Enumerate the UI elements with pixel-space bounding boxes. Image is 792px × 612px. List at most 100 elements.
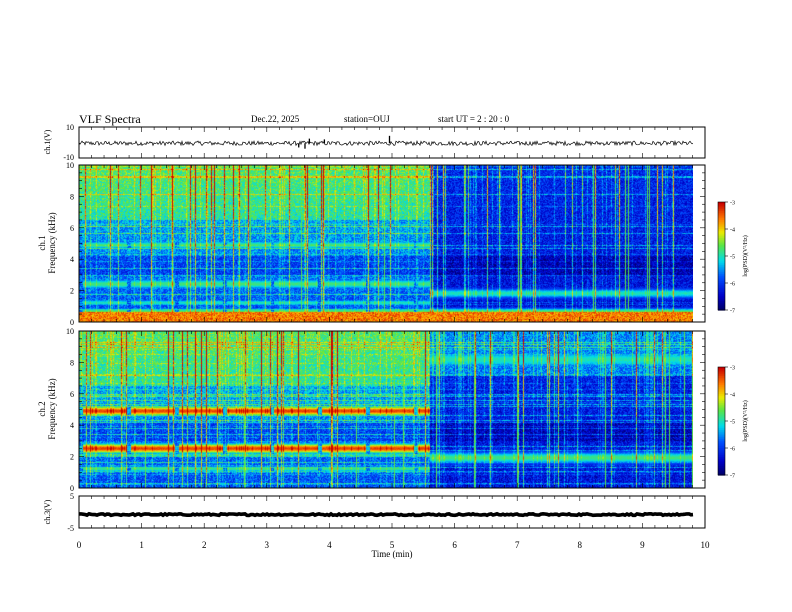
colorbar-cell: [718, 268, 725, 271]
colorbar-cell: [718, 467, 725, 471]
start-time-label: start UT = 2 : 20 : 0: [438, 114, 510, 124]
chart-title: VLF Spectra: [79, 112, 141, 126]
ch2-spectrogram-image: [79, 331, 693, 488]
colorbar-cell: [718, 381, 725, 384]
colorbar-cell: [718, 236, 725, 239]
colorbar-tick-label: -7: [730, 309, 735, 315]
colorbar-cell: [718, 431, 725, 435]
colorbar-cell: [718, 223, 725, 226]
colorbar-tick-label: -3: [730, 201, 735, 207]
colorbar-cell: [718, 392, 725, 395]
ch1-colorbar: -3 -4 -5 -6 -7 log(PSD)(V²/Hz): [717, 201, 749, 315]
colorbar-cell: [718, 212, 725, 216]
colorbar-cell: [718, 214, 725, 217]
colorbar-cell: [718, 207, 725, 210]
ch1-spec-label: ch.1: [37, 235, 47, 250]
colorbar-cell: [718, 304, 725, 307]
colorbar-cell: [718, 205, 725, 208]
colorbar-cell: [718, 290, 725, 293]
colorbar-cell: [718, 284, 725, 288]
colorbar-cell: [718, 281, 725, 284]
colorbar-cell: [718, 372, 725, 375]
colorbar-cell: [718, 385, 725, 388]
colorbar-cell: [718, 247, 725, 250]
ch1-ylabel: ch.1(V): [43, 129, 52, 154]
colorbar-cell: [718, 275, 725, 279]
colorbar-cell: [718, 408, 725, 411]
time-axis-label: Time (min): [372, 549, 413, 559]
colorbar-cell: [718, 403, 725, 406]
ch1-freq-axis-label: Frequency (kHz): [47, 212, 57, 273]
colorbar-cell: [718, 203, 725, 207]
colorbar-tick-label: -5: [730, 420, 735, 426]
colorbar-cell: [718, 374, 725, 377]
colorbar-tick-label: -4: [730, 393, 735, 399]
colorbar-cell: [718, 473, 725, 476]
ch1-spec-xticks: [78, 165, 706, 322]
colorbar-cell: [718, 221, 725, 225]
colorbar-cell: [718, 279, 725, 282]
freq-tick-label: 8: [70, 192, 74, 201]
colorbar-cell: [718, 368, 725, 372]
ch2-colorbar: -3 -4 -5 -6 -7 log(PSD)(V²/Hz): [717, 366, 749, 480]
freq-tick-label: 6: [70, 390, 74, 399]
colorbar-cell: [718, 229, 725, 232]
colorbar-cell: [718, 232, 725, 235]
colorbar-cell: [718, 270, 725, 273]
ch1-freq-ticks: 0 2 4 6 8 10: [66, 161, 705, 327]
ch1-ytick-top: 10: [66, 123, 74, 132]
colorbar-cell: [718, 449, 725, 453]
colorbar-cell: [718, 448, 725, 451]
colorbar-cell: [718, 462, 725, 465]
colorbar-cell: [718, 286, 725, 289]
colorbar-cell: [718, 299, 725, 302]
time-axis-tick-labels: 0 1 2 3 4 5 6 7 8 9 10: [77, 540, 710, 550]
colorbar-cell: [718, 439, 725, 442]
ch2-spec-label: ch.2: [37, 401, 47, 416]
colorbar-cell: [718, 202, 725, 205]
colorbar-cell: [718, 274, 725, 277]
colorbar-cell: [718, 430, 725, 433]
colorbar-cell: [718, 428, 725, 431]
colorbar-cell: [718, 440, 725, 444]
freq-tick-label: 6: [70, 224, 74, 233]
freq-tick-label: 0: [70, 484, 74, 493]
colorbar-cell: [718, 218, 725, 221]
colorbar-cell: [718, 301, 725, 304]
colorbar-cell: [718, 457, 725, 460]
colorbar-cell: [718, 266, 725, 270]
colorbar-cell: [718, 283, 725, 286]
station-label: station=OUJ: [344, 114, 390, 124]
ch3-waveform-line: [79, 511, 694, 518]
colorbar-cell: [718, 293, 725, 297]
colorbar-cell: [718, 379, 725, 382]
colorbar-cell: [718, 415, 725, 418]
colorbar-cell: [718, 460, 725, 463]
ch2-freq-ticks: 0 2 4 6 8 10: [66, 327, 705, 493]
colorbar-cell: [718, 241, 725, 244]
colorbar-cell: [718, 230, 725, 234]
ch3-xticks: [78, 496, 706, 528]
colorbar-cell: [718, 433, 725, 436]
colorbar-cell: [718, 390, 725, 393]
ch2-spectrogram-panel: 0 2 4 6 8 10 ch.2 Frequency (kHz) -3 -4 -5 -6 -7 l…: [37, 327, 749, 493]
colorbar-cell: [718, 469, 725, 472]
colorbar-cell: [718, 306, 725, 309]
ch1-waveform-panel: 10 -10 ch.1(V): [43, 123, 706, 162]
colorbar-cell: [718, 458, 725, 462]
colorbar-cell: [718, 295, 725, 298]
colorbar-cell: [718, 466, 725, 469]
colorbar-cell: [718, 417, 725, 420]
colorbar-cell: [718, 220, 725, 223]
colorbar-cell: [718, 412, 725, 415]
ch2-spec-xticks: [78, 331, 706, 488]
time-tick-label: 8: [578, 540, 583, 550]
ch1-spectrogram-panel: 0 2 4 6 8 10 ch.1 Frequency (kHz) -3 -4 -5 -6 -7 l…: [37, 161, 749, 327]
colorbar-cell: [718, 419, 725, 422]
colorbar-cell: [718, 250, 725, 253]
colorbar-cell: [718, 263, 725, 266]
colorbar-cell: [718, 272, 725, 275]
colorbar-cell: [718, 426, 725, 429]
colorbar-tick-label: -3: [730, 366, 735, 372]
